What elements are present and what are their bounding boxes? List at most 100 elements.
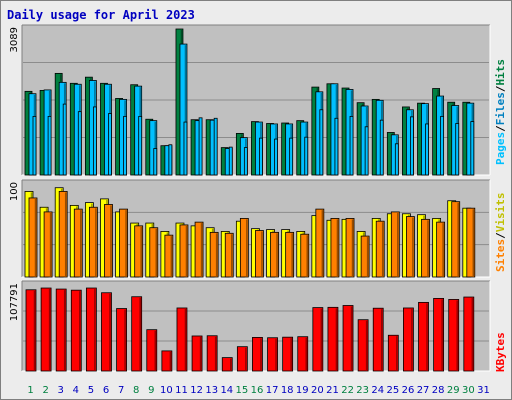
bar-kbytes-day-6 [101, 292, 112, 372]
bar-sites-day-8 [134, 225, 144, 278]
bar-kbytes-day-19 [297, 336, 309, 372]
bar-kbytes-day-29 [448, 299, 460, 372]
bar-kbytes-day-11 [176, 307, 188, 372]
bar-kbytes-day-2 [40, 287, 52, 372]
x-tick-day-18: 18 [281, 385, 294, 396]
bar-pages-day-24 [379, 119, 384, 176]
bar-kbytes-day-24 [372, 307, 384, 372]
bar-pages-day-19 [304, 136, 309, 176]
legend-sites-visits-part: / [494, 232, 507, 239]
bar-kbytes-day-7 [116, 308, 127, 372]
bar-kbytes-day-5 [85, 287, 97, 372]
bar-pages-day-2 [47, 115, 52, 176]
bar-kbytes-day-9 [146, 329, 158, 372]
bar-kbytes-day-15 [236, 346, 248, 372]
bar-pages-day-17 [274, 138, 278, 176]
bar-kbytes-day-13 [206, 335, 218, 372]
bar-kbytes-day-20 [312, 307, 324, 372]
bar-kbytes-day-23 [357, 319, 369, 372]
bar-sites-day-30 [466, 207, 476, 278]
x-tick-day-30: 30 [462, 385, 475, 396]
bar-pages-day-9 [153, 148, 158, 176]
bar-pages-day-25 [394, 143, 399, 176]
bar-pages-day-10 [168, 144, 173, 176]
legend-sites-visits-part: Sites [494, 239, 507, 272]
x-tick-day-2: 2 [42, 385, 48, 396]
bar-sites-day-15 [239, 218, 249, 278]
x-tick-day-1: 1 [27, 385, 33, 396]
bar-sites-day-7 [119, 208, 128, 278]
bar-pages-day-5 [92, 106, 97, 176]
panel-hits-files-pages: 3089 [9, 24, 491, 176]
legend-pages-files-hits-part: / [494, 125, 507, 132]
x-tick-day-4: 4 [73, 385, 79, 396]
legend-pages-files-hits: Pages/Files/Hits [494, 59, 507, 165]
x-tick-day-20: 20 [311, 385, 324, 396]
bar-sites-day-3 [58, 191, 68, 278]
bar-kbytes-day-25 [387, 334, 399, 372]
bar-kbytes-day-17 [267, 337, 278, 372]
x-tick-day-23: 23 [356, 385, 369, 396]
bar-pages-day-13 [213, 117, 218, 176]
x-tick-day-5: 5 [88, 385, 94, 396]
bar-sites-day-25 [390, 211, 400, 278]
legend-pages-files-hits-part: Pages [494, 132, 507, 165]
bar-files-day-9 [149, 120, 158, 176]
x-tick-day-29: 29 [447, 385, 460, 396]
bar-sites-day-10 [164, 234, 174, 278]
bar-sites-day-20 [315, 208, 325, 278]
x-tick-day-24: 24 [371, 385, 384, 396]
bar-pages-day-12 [198, 117, 203, 176]
bar-sites-day-2 [43, 211, 53, 278]
bar-pages-day-14 [228, 146, 233, 176]
bar-sites-day-14 [224, 232, 234, 278]
bar-files-day-11 [179, 43, 188, 176]
bar-sites-day-12 [194, 221, 204, 278]
y-max-label: 3089 [9, 27, 20, 52]
bar-kbytes-day-3 [55, 288, 67, 372]
legend-sites-visits-part: Visits [494, 193, 507, 233]
y-max-label: 100 [9, 182, 20, 201]
bar-kbytes-day-12 [191, 335, 203, 372]
bar-sites-day-18 [285, 231, 295, 278]
bar-sites-day-13 [209, 231, 219, 278]
bar-sites-day-16 [255, 230, 264, 278]
bar-sites-day-27 [421, 218, 430, 278]
bar-pages-day-30 [470, 121, 475, 176]
bar-kbytes-day-28 [433, 297, 445, 372]
chart-title: Daily usage for April 2023 [7, 8, 195, 22]
bar-kbytes-day-10 [161, 350, 173, 372]
bar-sites-day-1 [28, 197, 38, 278]
bar-kbytes-day-1 [25, 289, 37, 372]
bar-kbytes-day-26 [403, 307, 414, 372]
x-tick-day-16: 16 [251, 385, 264, 396]
bar-kbytes-day-27 [418, 301, 429, 372]
bar-pages-day-3 [62, 103, 67, 176]
x-tick-day-9: 9 [148, 385, 154, 396]
bar-sites-day-17 [270, 231, 279, 278]
bar-sites-day-19 [300, 233, 310, 278]
bar-pages-day-7 [123, 115, 127, 176]
bar-pages-day-29 [455, 123, 460, 176]
x-tick-day-7: 7 [118, 385, 124, 396]
x-tick-day-8: 8 [133, 385, 139, 396]
x-tick-day-28: 28 [432, 385, 445, 396]
bar-sites-day-4 [73, 208, 83, 278]
bar-kbytes-day-18 [282, 336, 294, 372]
bar-sites-day-5 [88, 206, 98, 278]
x-tick-day-6: 6 [103, 385, 109, 396]
bar-pages-day-8 [138, 115, 143, 176]
bar-kbytes-day-30 [463, 296, 475, 372]
x-tick-day-31: 31 [477, 385, 490, 396]
x-tick-day-3: 3 [58, 385, 64, 396]
bar-pages-day-4 [77, 111, 82, 176]
x-tick-day-10: 10 [160, 385, 173, 396]
x-tick-day-15: 15 [236, 385, 249, 396]
bar-pages-day-16 [259, 137, 263, 176]
x-tick-day-17: 17 [266, 385, 279, 396]
bar-kbytes-day-22 [342, 305, 354, 372]
bar-pages-day-6 [108, 113, 112, 176]
legend-pages-files-hits-part: Files [494, 92, 507, 125]
legend-kbytes-part: KBytes [494, 332, 507, 372]
